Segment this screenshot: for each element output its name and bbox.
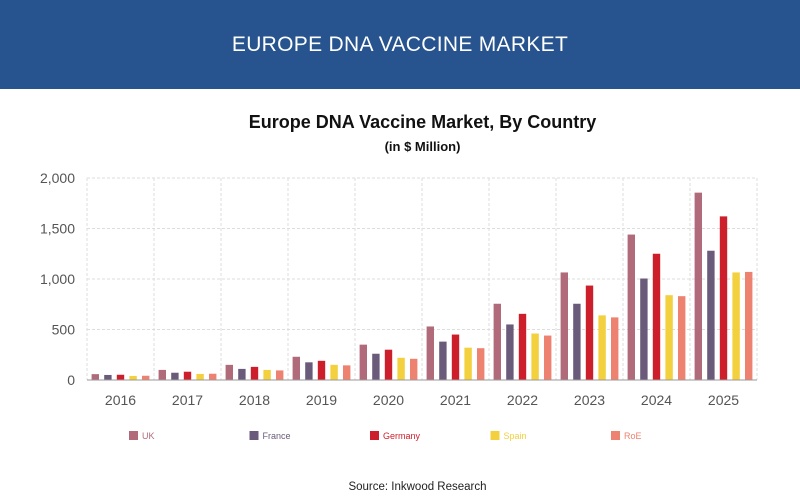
x-tick-label: 2020 (373, 392, 404, 408)
y-tick-label: 0 (67, 372, 75, 388)
bar-uk-2018 (225, 364, 233, 380)
bar-spain-2016 (129, 375, 137, 380)
bar-france-2016 (104, 374, 112, 380)
bar-germany-2017 (183, 371, 192, 380)
bar-uk-2020 (359, 344, 367, 380)
bar-france-2018 (238, 368, 246, 380)
bar-france-2019 (305, 362, 313, 380)
bar-uk-2017 (158, 369, 166, 380)
bar-roe-2016 (142, 375, 150, 380)
x-tick-label: 2017 (172, 392, 203, 408)
x-tick-label: 2016 (105, 392, 136, 408)
bar-spain-2025 (732, 272, 740, 380)
legend-label-germany: Germany (383, 431, 421, 441)
source-note: Source: Inkwood Research (348, 481, 487, 493)
y-tick-label: 2,000 (40, 170, 75, 186)
bar-uk-2025 (694, 192, 702, 380)
bar-germany-2023 (585, 285, 594, 380)
bar-france-2025 (707, 250, 715, 380)
legend-swatch-roe (611, 431, 620, 440)
y-tick-label: 500 (52, 322, 76, 338)
bar-france-2017 (171, 372, 179, 380)
x-tick-label: 2018 (239, 392, 270, 408)
bar-spain-2024 (665, 295, 673, 380)
legend-swatch-spain (490, 431, 500, 440)
bar-spain-2019 (330, 364, 338, 380)
bar-roe-2022 (544, 335, 552, 380)
x-tick-label: 2019 (306, 392, 337, 408)
bar-germany-2025 (719, 216, 728, 380)
bar-roe-2021 (477, 348, 485, 380)
bar-roe-2019 (343, 365, 351, 380)
bar-spain-2020 (397, 357, 405, 380)
bar-uk-2016 (91, 374, 99, 380)
bar-roe-2024 (678, 296, 686, 380)
y-tick-label: 1,000 (40, 271, 75, 287)
x-tick-label: 2024 (641, 392, 672, 408)
bar-uk-2022 (493, 303, 501, 380)
legend-label-spain: Spain (504, 431, 527, 441)
bar-france-2024 (640, 278, 648, 380)
bar-roe-2023 (611, 317, 619, 380)
chart-subtitle: (in $ Million) (384, 139, 461, 154)
bar-roe-2017 (209, 373, 217, 380)
legend-label-france: France (263, 431, 291, 441)
bar-uk-2024 (627, 234, 635, 380)
page-title: EUROPE DNA VACCINE MARKET (231, 32, 569, 56)
bar-spain-2018 (263, 369, 271, 380)
bar-france-2020 (372, 353, 380, 380)
x-tick-label: 2023 (574, 392, 605, 408)
bar-uk-2019 (292, 356, 300, 380)
bar-germany-2019 (317, 360, 326, 380)
legend-label-uk: UK (142, 431, 155, 441)
bar-germany-2024 (652, 253, 661, 380)
bar-germany-2016 (116, 374, 125, 380)
bar-roe-2020 (410, 358, 418, 380)
x-tick-label: 2025 (708, 392, 739, 408)
bar-france-2022 (506, 324, 514, 380)
bar-uk-2021 (426, 326, 434, 380)
legend-label-roe: RoE (624, 431, 642, 441)
legend-swatch-germany (370, 431, 379, 440)
page-header: EUROPE DNA VACCINE MARKET (0, 0, 800, 89)
bar-spain-2017 (196, 373, 204, 380)
bar-germany-2022 (518, 313, 527, 380)
bar-france-2021 (439, 341, 447, 380)
bar-uk-2023 (560, 272, 568, 380)
x-tick-label: 2021 (440, 392, 471, 408)
bar-germany-2020 (384, 349, 393, 380)
bar-roe-2018 (276, 370, 284, 380)
bar-roe-2025 (745, 271, 753, 380)
bar-spain-2021 (464, 347, 472, 380)
bar-spain-2022 (531, 333, 539, 380)
bar-spain-2023 (598, 315, 606, 380)
x-tick-label: 2022 (507, 392, 538, 408)
bar-germany-2021 (451, 334, 460, 380)
bar-chart: 0 500 1,000 1,500 2,000 2016 2017 2018 2019 2020 2… (40, 170, 758, 441)
legend-swatch-uk (129, 431, 138, 440)
chart-title: Europe DNA Vaccine Market, By Country (248, 112, 597, 132)
bar-germany-2018 (250, 366, 259, 380)
bar-france-2023 (573, 303, 581, 380)
y-tick-label: 1,500 (40, 221, 75, 237)
legend-swatch-france (249, 431, 259, 440)
